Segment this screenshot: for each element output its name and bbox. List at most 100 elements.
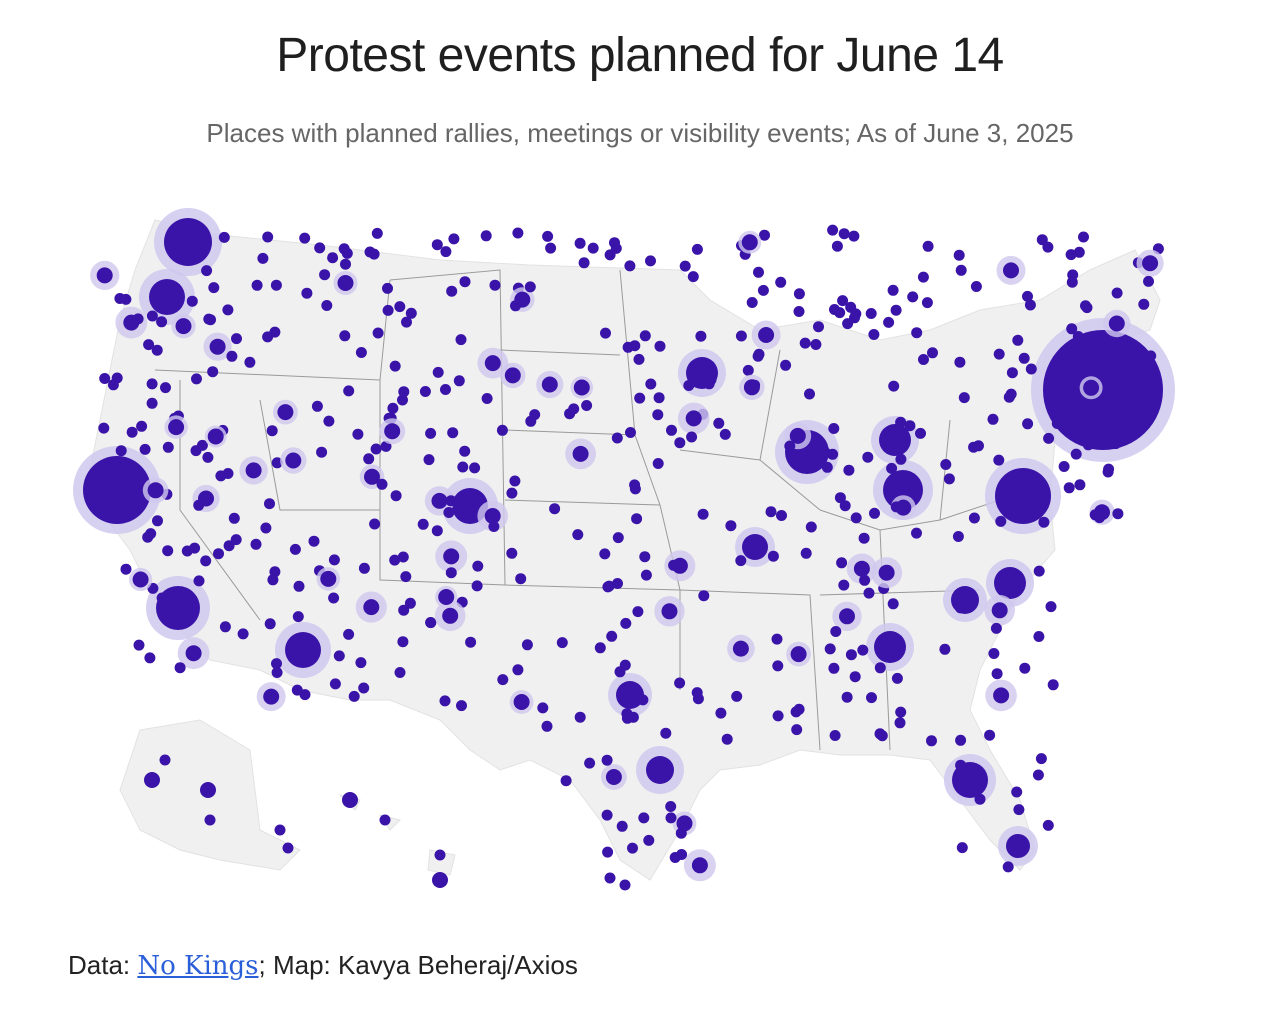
event-marker	[445, 495, 457, 507]
event-marker	[264, 618, 276, 630]
event-marker	[537, 702, 549, 714]
event-marker	[573, 379, 590, 396]
event-marker	[645, 255, 656, 267]
event-marker	[1003, 391, 1015, 403]
event-marker	[841, 691, 853, 703]
event-marker	[683, 380, 695, 391]
event-marker	[1102, 466, 1114, 478]
event-marker	[459, 276, 471, 288]
event-marker	[529, 409, 541, 421]
event-marker	[845, 301, 857, 313]
event-marker	[605, 769, 622, 785]
event-marker	[639, 551, 651, 563]
event-marker	[425, 427, 437, 439]
event-marker	[581, 400, 593, 411]
event-marker	[1108, 315, 1125, 332]
event-marker	[955, 734, 967, 746]
event-marker	[545, 242, 557, 254]
event-marker	[277, 404, 294, 421]
event-marker	[1145, 350, 1157, 362]
event-marker	[222, 468, 234, 479]
event-marker	[270, 279, 282, 291]
event-marker	[602, 581, 614, 593]
event-marker	[425, 617, 437, 628]
event-marker	[975, 774, 987, 785]
event-marker	[549, 503, 561, 515]
event-marker	[219, 621, 231, 633]
event-marker	[836, 557, 848, 569]
event-marker	[926, 735, 937, 747]
event-marker	[866, 692, 877, 704]
event-marker	[799, 337, 811, 349]
event-marker	[612, 578, 623, 589]
event-marker	[398, 604, 410, 616]
event-marker-phoenix-core	[285, 632, 321, 668]
event-marker	[895, 416, 907, 428]
event-marker	[1003, 262, 1019, 279]
event-marker	[587, 242, 599, 254]
event-marker	[735, 330, 747, 342]
event-marker	[269, 566, 281, 578]
event-marker	[600, 327, 611, 339]
event-marker	[384, 423, 401, 440]
event-marker	[363, 599, 380, 616]
event-marker	[371, 227, 383, 239]
source-link[interactable]: No Kings	[137, 951, 259, 981]
event-marker	[1072, 331, 1084, 342]
event-marker	[602, 846, 614, 858]
event-marker	[343, 628, 355, 640]
event-marker	[342, 792, 358, 808]
event-marker	[419, 386, 431, 397]
event-marker	[162, 545, 174, 557]
event-marker	[457, 461, 469, 473]
event-marker	[506, 547, 518, 559]
event-marker	[314, 242, 326, 254]
event-marker	[560, 775, 572, 787]
event-marker	[609, 237, 620, 249]
event-marker	[207, 428, 224, 445]
event-marker-austin-core	[646, 756, 674, 784]
event-marker	[752, 350, 764, 362]
event-marker	[970, 281, 982, 292]
event-marker	[731, 690, 743, 702]
event-marker	[489, 279, 501, 291]
event-marker	[185, 645, 202, 662]
event-marker	[639, 330, 651, 342]
event-marker	[333, 650, 345, 662]
event-marker	[894, 717, 906, 729]
event-marker	[207, 366, 219, 378]
event-marker	[1111, 287, 1123, 299]
event-marker	[469, 462, 481, 474]
event-marker	[289, 543, 301, 555]
event-marker	[1118, 339, 1130, 351]
event-marker	[713, 417, 725, 429]
event-marker	[1081, 302, 1093, 314]
event-marker	[676, 815, 693, 832]
event-marker	[152, 515, 163, 527]
event-marker	[484, 355, 501, 372]
event-marker	[142, 531, 154, 543]
event-marker	[1019, 662, 1031, 674]
event-marker	[299, 232, 311, 244]
event-marker	[735, 555, 747, 567]
event-marker	[1058, 461, 1070, 472]
event-marker	[834, 492, 846, 504]
event-marker	[954, 356, 966, 368]
event-marker	[625, 427, 636, 438]
event-marker	[775, 276, 787, 288]
event-marker	[387, 402, 399, 414]
event-marker	[115, 445, 127, 457]
event-marker	[266, 425, 278, 437]
event-marker	[513, 694, 530, 710]
source-credit: Data: No Kings; Map: Kavya Beheraj/Axios	[68, 950, 578, 981]
event-marker-seattle-core	[164, 218, 212, 266]
event-marker	[98, 422, 110, 434]
event-marker	[1143, 275, 1154, 287]
event-marker	[955, 264, 967, 276]
event-marker	[156, 592, 168, 604]
event-marker	[251, 279, 263, 291]
event-marker	[431, 525, 443, 537]
event-marker	[993, 687, 1010, 704]
event-marker	[821, 461, 833, 473]
event-marker	[120, 563, 132, 575]
